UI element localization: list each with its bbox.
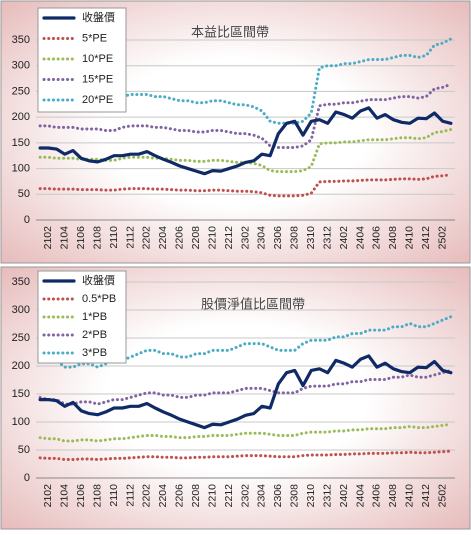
legend-label: 3*PB: [82, 347, 107, 359]
y-tick-label: 0: [24, 472, 30, 484]
legend-label: 0.5*PB: [82, 293, 116, 305]
y-tick-label: 50: [18, 444, 30, 456]
x-tick-label: 2204: [157, 226, 169, 250]
legend-label: 20*PE: [82, 94, 113, 106]
x-tick-label: 2208: [190, 226, 202, 250]
x-tick-label: 2308: [289, 484, 301, 508]
series-line: [38, 368, 453, 406]
x-tick-label: 2502: [436, 484, 448, 508]
x-tick-label: 2404: [354, 484, 366, 508]
x-tick-label: 2306: [272, 484, 284, 508]
series-line: [38, 354, 453, 430]
x-tick-label: 2302: [239, 484, 251, 508]
x-tick-label: 2202: [141, 226, 153, 250]
y-tick-label: 200: [12, 360, 30, 372]
y-tick-label: 250: [12, 332, 30, 344]
legend-label: 收盤價: [82, 10, 115, 24]
x-tick-label: 2212: [223, 484, 235, 508]
series-line: [38, 422, 453, 443]
series-line: [38, 173, 453, 198]
x-tick-label: 2306: [272, 226, 284, 250]
legend-label: 15*PE: [82, 73, 113, 85]
x-tick-label: 2208: [190, 484, 202, 508]
series-line: [38, 449, 453, 462]
series-line: [38, 82, 453, 149]
y-tick-label: 250: [12, 85, 30, 97]
x-tick-label: 2106: [75, 484, 87, 508]
chart-title: 本益比區間帶: [191, 24, 269, 39]
x-tick-label: 2408: [387, 226, 399, 250]
x-tick-label: 2502: [436, 226, 448, 250]
y-tick-label: 300: [12, 60, 30, 72]
x-tick-label: 2312: [321, 484, 333, 508]
x-tick-label: 2406: [371, 226, 383, 250]
x-tick-label: 2402: [338, 226, 350, 250]
y-tick-label: 150: [12, 137, 30, 149]
x-tick-label: 2308: [289, 226, 301, 250]
x-tick-label: 2410: [404, 484, 416, 508]
x-tick-label: 2406: [371, 484, 383, 508]
x-tick-label: 2310: [305, 226, 317, 250]
y-tick-label: 50: [18, 188, 30, 200]
y-tick-label: 150: [12, 388, 30, 400]
y-tick-label: 100: [12, 162, 30, 174]
x-tick-label: 2202: [141, 484, 153, 508]
legend-label: 收盤價: [82, 273, 115, 287]
x-tick-label: 2102: [42, 226, 54, 250]
x-tick-label: 2210: [206, 484, 218, 508]
x-tick-label: 2304: [256, 484, 268, 508]
y-tick-label: 200: [12, 111, 30, 123]
x-tick-label: 2106: [75, 226, 87, 250]
y-tick-label: 0: [24, 214, 30, 226]
series-line: [38, 106, 453, 176]
x-tick-label: 2108: [91, 226, 103, 250]
x-tick-label: 2104: [59, 484, 71, 508]
x-tick-label: 2204: [157, 484, 169, 508]
y-tick-label: 350: [12, 34, 30, 46]
x-tick-label: 2304: [256, 226, 268, 250]
y-tick-label: 350: [12, 276, 30, 288]
x-tick-label: 2402: [338, 484, 350, 508]
x-tick-label: 2112: [124, 484, 136, 507]
x-tick-label: 2206: [174, 484, 186, 508]
legend-label: 5*PE: [82, 32, 107, 44]
x-tick-label: 2412: [420, 484, 432, 508]
x-tick-label: 2110: [108, 226, 120, 249]
x-tick-label: 2104: [59, 226, 71, 250]
x-tick-label: 2110: [108, 484, 120, 507]
x-tick-label: 2210: [206, 226, 218, 250]
x-tick-label: 2408: [387, 484, 399, 508]
x-tick-label: 2206: [174, 226, 186, 250]
x-tick-label: 2412: [420, 226, 432, 250]
chart-title: 股價淨值比區間帶: [201, 296, 305, 311]
y-tick-label: 300: [12, 304, 30, 316]
x-tick-label: 2212: [223, 226, 235, 250]
legend-label: 1*PB: [82, 311, 107, 323]
legend: 收盤價 5*PE 10*PE 15*PE 20*PE: [37, 7, 127, 113]
x-tick-label: 2310: [305, 484, 317, 508]
y-tick-label: 100: [12, 416, 30, 428]
x-tick-label: 2410: [404, 226, 416, 250]
legend-label: 10*PE: [82, 53, 113, 65]
x-tick-label: 2312: [321, 226, 333, 250]
x-tick-label: 2112: [124, 226, 136, 249]
legend: 收盤價 0.5*PB 1*PB 2*PB 3*PB: [37, 270, 127, 364]
legend-label: 2*PB: [82, 329, 107, 341]
x-tick-label: 2108: [91, 484, 103, 508]
x-tick-label: 2404: [354, 226, 366, 250]
x-tick-label: 2302: [239, 226, 251, 250]
x-tick-label: 2102: [42, 484, 54, 508]
